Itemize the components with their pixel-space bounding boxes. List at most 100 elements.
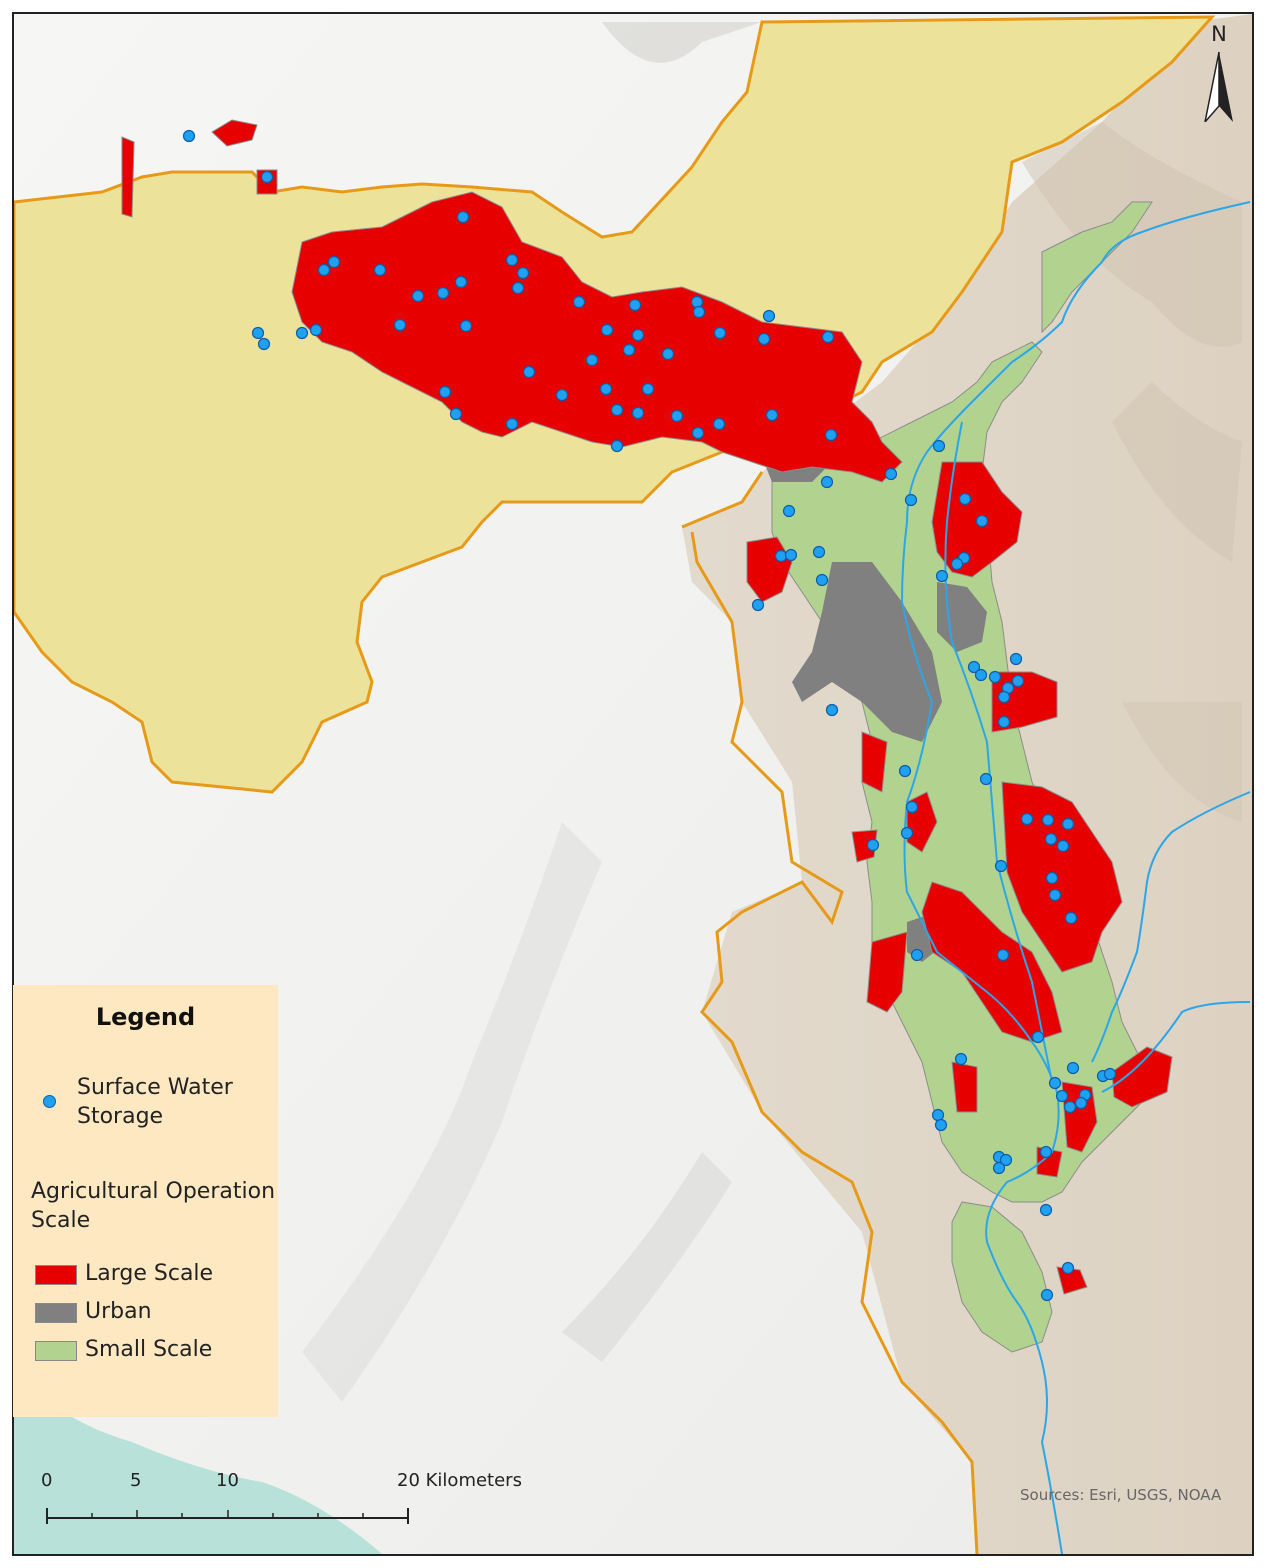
- water-storage-point: [935, 569, 949, 583]
- water-storage-point: [505, 253, 519, 267]
- water-storage-point: [765, 408, 779, 422]
- water-storage-point: [456, 210, 470, 224]
- scale-label-5: 5: [130, 1470, 142, 1491]
- scale-bar-line: [46, 1508, 409, 1524]
- water-storage-point: [866, 838, 880, 852]
- scale-label-20: 20 Kilometers: [397, 1470, 522, 1491]
- water-storage-point: [522, 365, 536, 379]
- water-storage-point: [997, 715, 1011, 729]
- north-arrow-label: N: [1211, 22, 1227, 46]
- ridge-shading: [1112, 382, 1242, 562]
- water-storage-point: [992, 1161, 1006, 1175]
- surface-water-storage-points: [182, 129, 1117, 1302]
- water-storage-point: [505, 417, 519, 431]
- boundary-east-valley: [681, 471, 979, 1554]
- scale-bar: 0 5 10 20 Kilometers: [20, 1470, 540, 1530]
- water-storage-point: [999, 1153, 1013, 1167]
- water-storage-point: [260, 170, 274, 184]
- water-storage-point: [825, 703, 839, 717]
- water-storage-point: [1103, 1067, 1117, 1081]
- river: [944, 421, 1053, 1083]
- water-storage-point: [555, 388, 569, 402]
- urban-zone: [792, 562, 942, 742]
- water-storage-point: [904, 493, 918, 507]
- water-storage-point: [815, 573, 829, 587]
- water-storage-point: [910, 948, 924, 962]
- scale-label-0: 0: [41, 1470, 53, 1491]
- water-storage-point: [774, 549, 788, 563]
- water-storage-point: [692, 305, 706, 319]
- water-storage-point: [1040, 1288, 1054, 1302]
- water-storage-point: [954, 1052, 968, 1066]
- water-storage-point: [641, 382, 655, 396]
- water-storage-point: [572, 295, 586, 309]
- water-storage-point: [600, 323, 614, 337]
- water-storage-point: [905, 800, 919, 814]
- water-storage-point: [411, 289, 425, 303]
- small-scale-swatch: [35, 1341, 77, 1361]
- large-scale-zone: [866, 931, 908, 1013]
- water-storage-point: [820, 475, 834, 489]
- river: [900, 201, 1251, 1554]
- large-scale-zone: [951, 1061, 978, 1113]
- surface-water-storage-label: Surface Water Storage: [77, 1075, 233, 1129]
- water-storage-point: [751, 598, 765, 612]
- water-storage-point: [628, 298, 642, 312]
- surface-water-storage-symbol: [43, 1095, 56, 1108]
- water-storage-point: [251, 326, 265, 340]
- legend-title: Legend: [95, 1003, 196, 1031]
- water-storage-point: [782, 504, 796, 518]
- water-storage-point: [975, 514, 989, 528]
- water-storage-point: [449, 407, 463, 421]
- water-storage-point: [327, 255, 341, 269]
- water-storage-point: [1020, 812, 1034, 826]
- water-storage-point: [1048, 888, 1062, 902]
- large-scale-zone: [851, 829, 878, 863]
- water-storage-point: [459, 319, 473, 333]
- large-scale-zone: [861, 731, 888, 793]
- water-storage-point: [784, 548, 798, 562]
- water-storage-point: [670, 409, 684, 423]
- urban-label: Urban: [85, 1299, 152, 1324]
- relief-shading: [302, 822, 602, 1402]
- water-storage-point: [1061, 817, 1075, 831]
- water-storage-point: [631, 406, 645, 420]
- water-storage-point: [295, 326, 309, 340]
- north-arrow: N: [1197, 22, 1241, 122]
- water-storage-point: [988, 670, 1002, 684]
- water-storage-point: [610, 439, 624, 453]
- water-storage-point: [898, 764, 912, 778]
- water-storage-point: [1055, 1089, 1069, 1103]
- water-storage-point: [931, 1108, 945, 1122]
- water-storage-point: [958, 492, 972, 506]
- water-storage-point: [622, 343, 636, 357]
- small-scale-label: Small Scale: [85, 1337, 213, 1362]
- ocean: [14, 1372, 382, 1554]
- water-storage-point: [950, 557, 964, 571]
- water-storage-point: [1048, 1076, 1062, 1090]
- scale-label-10: 10: [216, 1470, 239, 1491]
- urban-zone: [937, 582, 987, 652]
- water-storage-point: [373, 263, 387, 277]
- water-storage-point: [934, 1118, 948, 1132]
- water-storage-point: [967, 660, 981, 674]
- large-scale-zone: [291, 191, 903, 483]
- water-storage-point: [1041, 813, 1055, 827]
- water-storage-point: [182, 129, 196, 143]
- large-scale-zone: [1111, 1046, 1173, 1108]
- water-storage-point: [585, 353, 599, 367]
- water-storage-point: [1064, 911, 1078, 925]
- water-storage-point: [436, 286, 450, 300]
- legend-panel: Legend Surface Water Storage Agricultura…: [13, 985, 278, 1417]
- water-storage-point: [997, 690, 1011, 704]
- water-storage-point: [661, 347, 675, 361]
- water-storage-point: [1009, 652, 1023, 666]
- urban-swatch: [35, 1303, 77, 1323]
- water-storage-point: [1044, 832, 1058, 846]
- water-storage-point: [824, 428, 838, 442]
- water-storage-point: [762, 309, 776, 323]
- water-storage-point: [511, 281, 525, 295]
- water-storage-point: [713, 326, 727, 340]
- water-storage-point: [599, 382, 613, 396]
- large-scale-zone: [211, 119, 258, 147]
